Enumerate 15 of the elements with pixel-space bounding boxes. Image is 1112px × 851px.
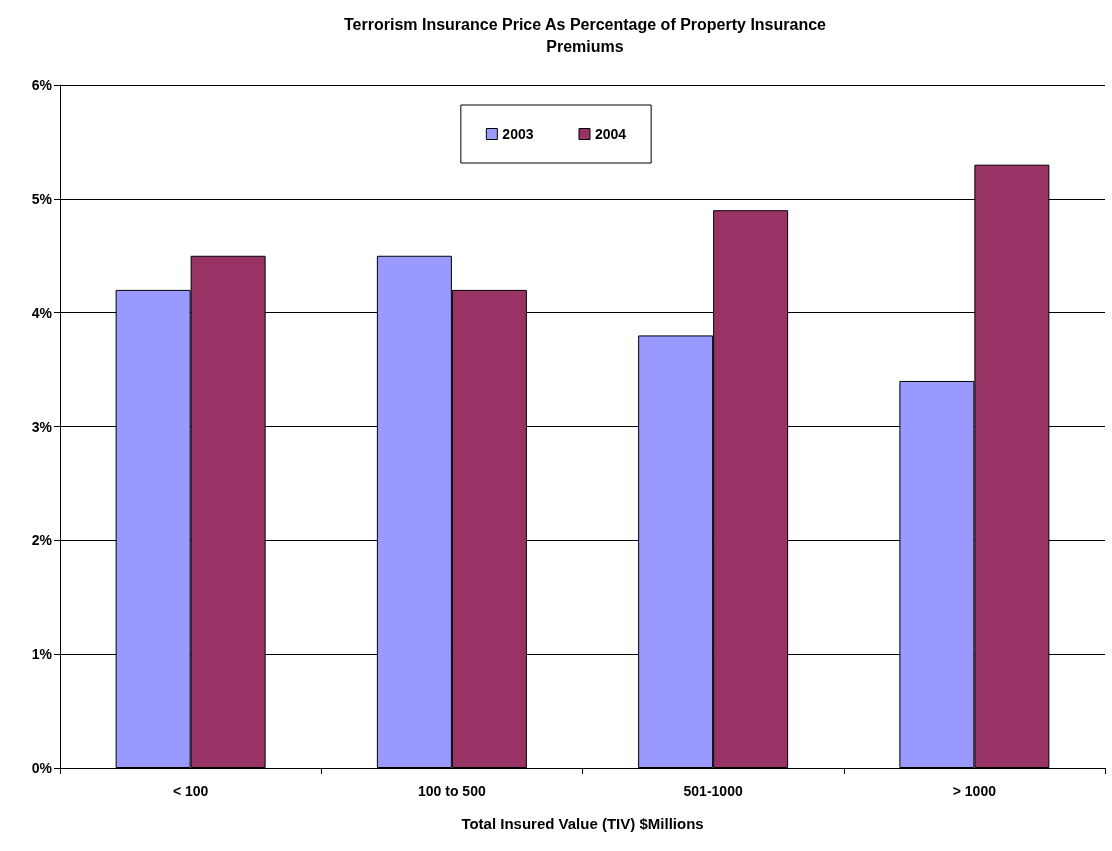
legend-label: 2004 xyxy=(595,126,627,142)
x-tick-label: < 100 xyxy=(172,783,209,799)
y-tick-label: 1% xyxy=(31,646,53,663)
x-axis-title: Total Insured Value (TIV) $Millions xyxy=(461,815,704,832)
y-tick-label: 3% xyxy=(31,418,53,435)
legend-label: 2003 xyxy=(502,126,534,142)
chart-title: Terrorism Insurance Price As Percentage of Property Insurance Premiums xyxy=(344,15,827,55)
y-tick-label: 6% xyxy=(31,77,53,93)
x-tick-label: > 1000 xyxy=(952,783,997,799)
y-tick-label: 0% xyxy=(31,760,53,776)
y-tick-label: 4% xyxy=(31,304,53,321)
x-tick-label: 100 to 500 xyxy=(418,783,486,799)
y-tick-label: 5% xyxy=(31,190,53,207)
y-tick-label: 2% xyxy=(31,532,53,549)
x-tick-label: 501-1000 xyxy=(683,783,743,799)
